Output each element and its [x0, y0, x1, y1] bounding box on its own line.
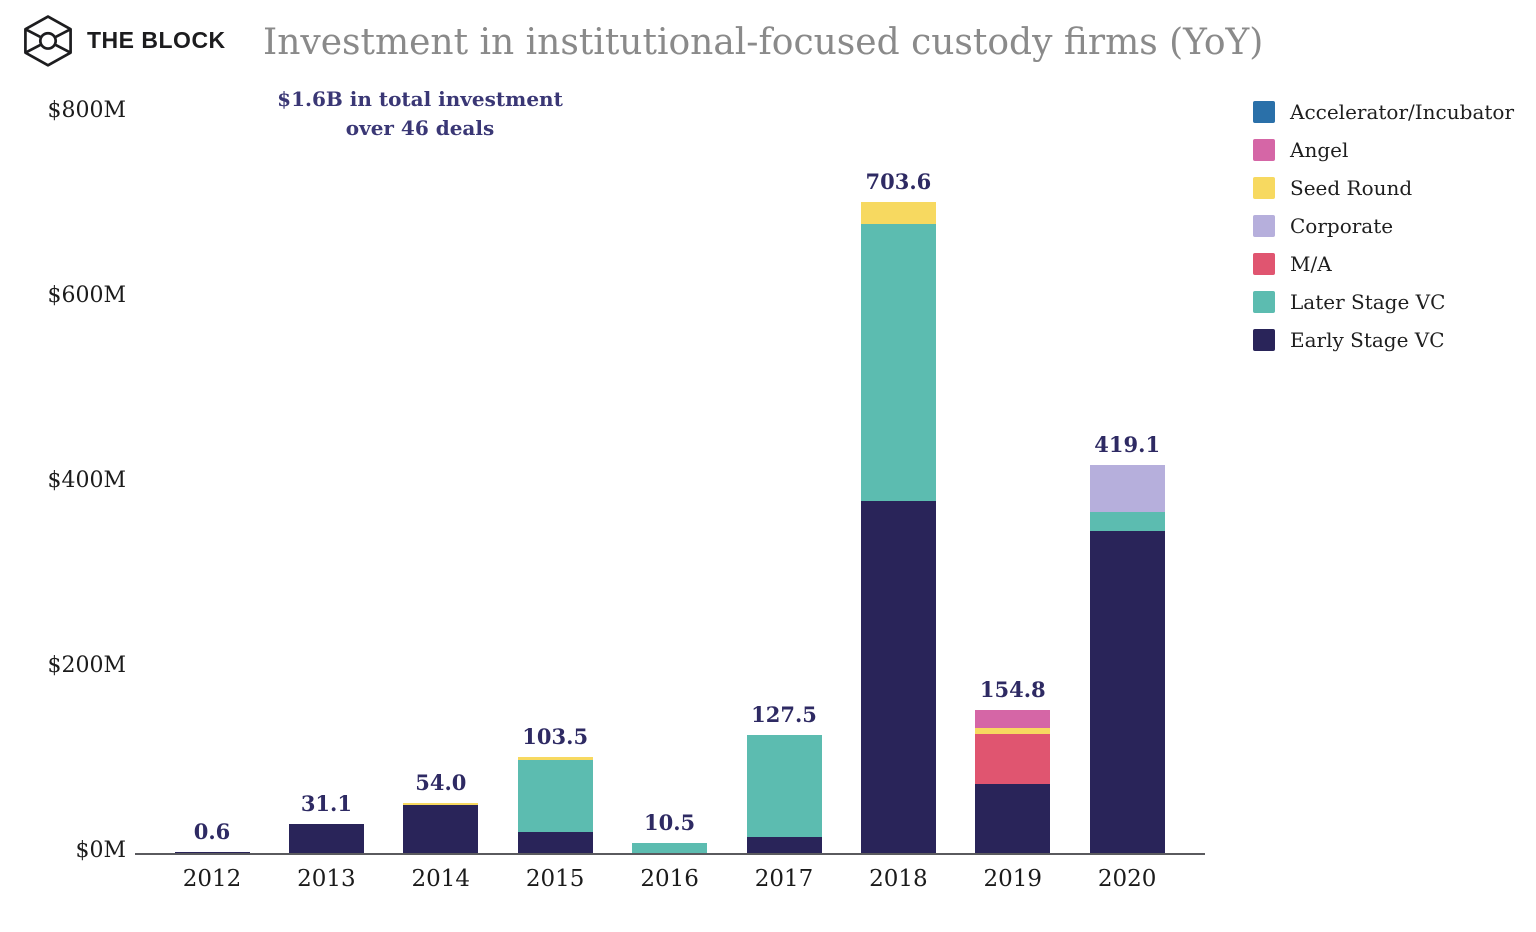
- y-tick-label-200m: $200M: [47, 653, 126, 678]
- legend-item-later-stage-vc[interactable]: Later Stage VC: [1253, 283, 1514, 321]
- legend-label-accelerator-incubator: Accelerator/Incubator: [1290, 100, 1515, 124]
- chart-title: Investment in institutional-focused cust…: [263, 22, 1264, 63]
- chart-subtitle: $1.6B in total investment over 46 deals: [270, 85, 570, 143]
- block-cube-icon: [24, 15, 72, 67]
- legend-swatch-corporate: [1253, 215, 1275, 237]
- bar-segment-2020-corporate: [1089, 465, 1165, 512]
- x-tick-label-2013: 2013: [297, 866, 356, 892]
- legend-item-m-a[interactable]: M/A: [1253, 245, 1514, 283]
- bar-segment-2014-seed-round: [403, 803, 479, 805]
- bar-2018: [860, 202, 936, 853]
- legend-item-accelerator-incubator[interactable]: Accelerator/Incubator: [1253, 93, 1514, 131]
- y-tick-label-600m: $600M: [47, 283, 126, 308]
- brand: THE BLOCK: [22, 12, 226, 68]
- bar-total-label-2017: 127.5: [751, 702, 817, 728]
- bar-total-label-2014: 54.0: [415, 770, 467, 796]
- x-tick-label-2019: 2019: [983, 866, 1043, 892]
- bar-segment-2019-early-stage-vc: [975, 783, 1051, 853]
- bar-2015: [517, 757, 593, 853]
- legend-label-early-stage-vc: Early Stage VC: [1290, 328, 1445, 352]
- bar-segment-2017-later-stage-vc: [746, 735, 822, 838]
- bar-segment-2019-seed-round: [975, 727, 1051, 734]
- legend-item-early-stage-vc[interactable]: Early Stage VC: [1253, 321, 1514, 359]
- bar-total-label-2020: 419.1: [1094, 432, 1161, 458]
- y-tick-label-800m: $800M: [47, 98, 126, 123]
- legend-label-seed-round: Seed Round: [1290, 176, 1413, 200]
- bar-2013: [288, 824, 364, 853]
- bar-2017: [746, 735, 822, 853]
- bar-segment-2018-seed-round: [860, 202, 936, 224]
- legend-item-angel[interactable]: Angel: [1253, 131, 1514, 169]
- legend-label-m-a: M/A: [1290, 252, 1332, 276]
- y-tick-label-0m: $0M: [75, 838, 126, 863]
- bar-2019: [975, 709, 1051, 853]
- bar-2012: [174, 852, 250, 853]
- x-axis-line: [135, 853, 1205, 855]
- legend-label-later-stage-vc: Later Stage VC: [1290, 290, 1446, 314]
- bar-segment-2016-later-stage-vc: [632, 843, 708, 853]
- x-tick-label-2018: 2018: [869, 866, 928, 892]
- chart-subtitle-line2: over 46 deals: [345, 116, 495, 140]
- bar-segment-2018-later-stage-vc: [860, 223, 936, 502]
- bar-segment-2015-early-stage-vc: [517, 831, 593, 853]
- legend-swatch-angel: [1253, 139, 1275, 161]
- bar-segment-2015-seed-round: [517, 757, 593, 761]
- legend-item-corporate[interactable]: Corporate: [1253, 207, 1514, 245]
- x-tick-label-2015: 2015: [525, 866, 585, 892]
- x-tick-label-2014: 2014: [411, 866, 471, 892]
- bar-segment-2018-early-stage-vc: [860, 501, 936, 853]
- bar-2016: [632, 843, 708, 853]
- bar-total-label-2019: 154.8: [979, 676, 1046, 702]
- bar-segment-2012-early-stage-vc: [174, 852, 250, 853]
- bar-segment-2020-early-stage-vc: [1089, 531, 1165, 853]
- bar-total-label-2015: 103.5: [522, 724, 589, 750]
- bar-total-label-2012: 0.6: [193, 819, 231, 845]
- bar-total-label-2018: 703.6: [865, 169, 932, 195]
- chart-subtitle-line1: $1.6B in total investment: [277, 87, 563, 111]
- bar-2020: [1089, 465, 1165, 853]
- legend-item-seed-round[interactable]: Seed Round: [1253, 169, 1514, 207]
- x-tick-label-2016: 2016: [640, 866, 699, 892]
- bar-segment-2015-later-stage-vc: [517, 760, 593, 832]
- bar-total-label-2013: 31.1: [300, 791, 352, 817]
- bar-2014: [403, 803, 479, 853]
- bar-segment-2014-early-stage-vc: [403, 804, 479, 853]
- x-tick-label-2017: 2017: [754, 866, 814, 892]
- x-tick-label-2012: 2012: [182, 866, 242, 892]
- bar-segment-2013-early-stage-vc: [288, 824, 364, 853]
- bar-total-label-2016: 10.5: [644, 810, 696, 836]
- legend-label-corporate: Corporate: [1290, 214, 1394, 238]
- y-tick-label-400m: $400M: [47, 468, 126, 493]
- x-tick-label-2020: 2020: [1097, 866, 1157, 892]
- legend-swatch-seed-round: [1253, 177, 1275, 199]
- legend-swatch-m-a: [1253, 253, 1275, 275]
- legend-swatch-early-stage-vc: [1253, 329, 1275, 351]
- bar-segment-2017-early-stage-vc: [746, 837, 822, 853]
- bar-segment-2020-later-stage-vc: [1089, 511, 1165, 531]
- bar-segment-2019-angel: [975, 709, 1051, 728]
- legend-label-angel: Angel: [1290, 138, 1349, 162]
- bar-segment-2019-m-a: [975, 733, 1051, 784]
- legend-swatch-later-stage-vc: [1253, 291, 1275, 313]
- legend: Accelerator/Incubator Angel Seed Round Corp…: [1253, 93, 1514, 359]
- brand-name: THE BLOCK: [87, 26, 226, 53]
- legend-swatch-accelerator-incubator: [1253, 101, 1275, 123]
